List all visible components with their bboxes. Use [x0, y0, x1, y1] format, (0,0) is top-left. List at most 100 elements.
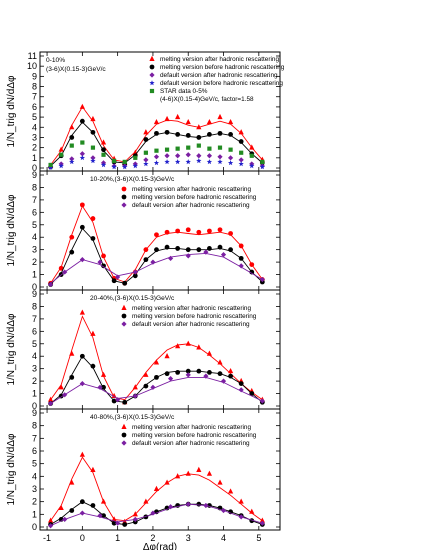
data-point [174, 159, 181, 165]
data-point [132, 269, 138, 275]
data-point [58, 163, 64, 169]
data-point [259, 164, 266, 170]
panel-frame [39, 408, 281, 531]
y-tick-label: 9 [32, 170, 37, 180]
data-point [238, 514, 244, 520]
y-tick-label: 3 [32, 484, 37, 494]
data-point [69, 249, 75, 255]
y-tick-label: 7 [32, 92, 37, 102]
y-tick-label: 9 [32, 408, 37, 418]
legend-marker [149, 72, 155, 78]
panel-subtitle: (3-6)X(0.15-3)GeV/c [46, 66, 106, 73]
data-point [90, 155, 96, 161]
y-tick-label: 5 [32, 459, 37, 469]
data-point [97, 513, 103, 519]
y-tick-label: 7 [32, 314, 37, 324]
legend-marker [149, 80, 155, 86]
fit-curve-0 [50, 205, 263, 284]
data-point [132, 516, 138, 522]
data-point [101, 253, 106, 259]
data-point [80, 140, 85, 145]
y-tick-label: 2 [32, 497, 37, 507]
data-point [185, 253, 191, 259]
data-point [259, 398, 265, 404]
data-point [217, 145, 223, 150]
data-point [164, 479, 170, 485]
data-point [167, 376, 174, 382]
legend-entry: melting version after hadronic rescatter… [132, 305, 251, 312]
data-point [167, 255, 174, 261]
data-point [111, 278, 117, 284]
data-point [69, 374, 75, 380]
legend-marker [121, 321, 127, 327]
data-point [228, 373, 233, 379]
data-point [217, 371, 223, 377]
y-tick-label: 8 [32, 182, 37, 192]
y-tick-label: 2 [32, 257, 37, 267]
data-point [143, 157, 149, 163]
data-point [122, 159, 127, 164]
y-tick-label: 6 [32, 326, 37, 336]
data-point [100, 139, 107, 145]
data-point [111, 520, 117, 526]
data-point [207, 146, 212, 151]
data-point [249, 508, 255, 514]
data-point [150, 384, 156, 390]
panel-title: 20-40%,(3-6)X(0.15-3)GeV/c [90, 295, 175, 302]
data-point [249, 262, 255, 267]
panel-3: 0 1 2 3 4 5 6 7 8 9 40-80%,(3-6)X(0.15-3)GeV/c melt… [6, 408, 281, 532]
data-point [185, 133, 191, 138]
legend-marker [121, 313, 127, 319]
data-point [79, 510, 85, 516]
legend-marker [121, 186, 127, 192]
data-point [167, 504, 174, 510]
data-point [217, 154, 223, 160]
data-point [238, 243, 244, 249]
y-tick-label: 11 [28, 51, 37, 61]
data-point [175, 146, 180, 151]
data-point [164, 371, 170, 377]
y-tick-label: 1 [32, 153, 37, 163]
y-tick-label: 8 [32, 421, 37, 431]
data-point [228, 247, 233, 253]
y-tick-label: 1 [32, 270, 37, 280]
y-tick-label: 4 [32, 122, 37, 132]
data-point [154, 374, 159, 380]
data-point [69, 156, 75, 162]
data-point [143, 137, 149, 142]
data-point [196, 368, 202, 374]
data-point [206, 118, 213, 125]
data-point [227, 155, 234, 161]
data-point [58, 384, 64, 390]
data-point [175, 246, 181, 251]
data-point [227, 160, 234, 166]
data-point [185, 152, 191, 158]
fit-curve-0 [50, 106, 263, 166]
y-axis-label: 1/N_trig dN/dΔφ [6, 433, 17, 506]
data-point [196, 501, 202, 507]
data-point [227, 367, 234, 374]
data-point [164, 353, 170, 359]
y-axis-label: 1/N_trig dN/dΔφ [6, 313, 17, 386]
legend-marker [121, 440, 127, 446]
legend-entry: melting version after hadronic rescatter… [160, 56, 279, 63]
y-tick-label: 5 [32, 220, 37, 230]
data-point [175, 370, 181, 375]
y-tick-label: 5 [32, 112, 37, 122]
x-tick-label: 5 [256, 533, 261, 543]
data-point [207, 246, 212, 251]
panel-title: 0-10% [46, 57, 65, 64]
data-point [238, 255, 244, 261]
y-tick-label: 8 [32, 82, 37, 92]
data-point [143, 371, 149, 377]
data-point [79, 353, 85, 359]
y-tick-label: 1 [32, 509, 37, 519]
data-point [175, 153, 181, 159]
panel-title: 40-80%,(3-6)X(0.15-3)GeV/c [90, 414, 175, 421]
data-point [185, 340, 191, 346]
data-point [164, 147, 170, 152]
data-point [79, 499, 85, 505]
y-tick-label: 10 [27, 61, 37, 71]
data-point [133, 155, 138, 160]
